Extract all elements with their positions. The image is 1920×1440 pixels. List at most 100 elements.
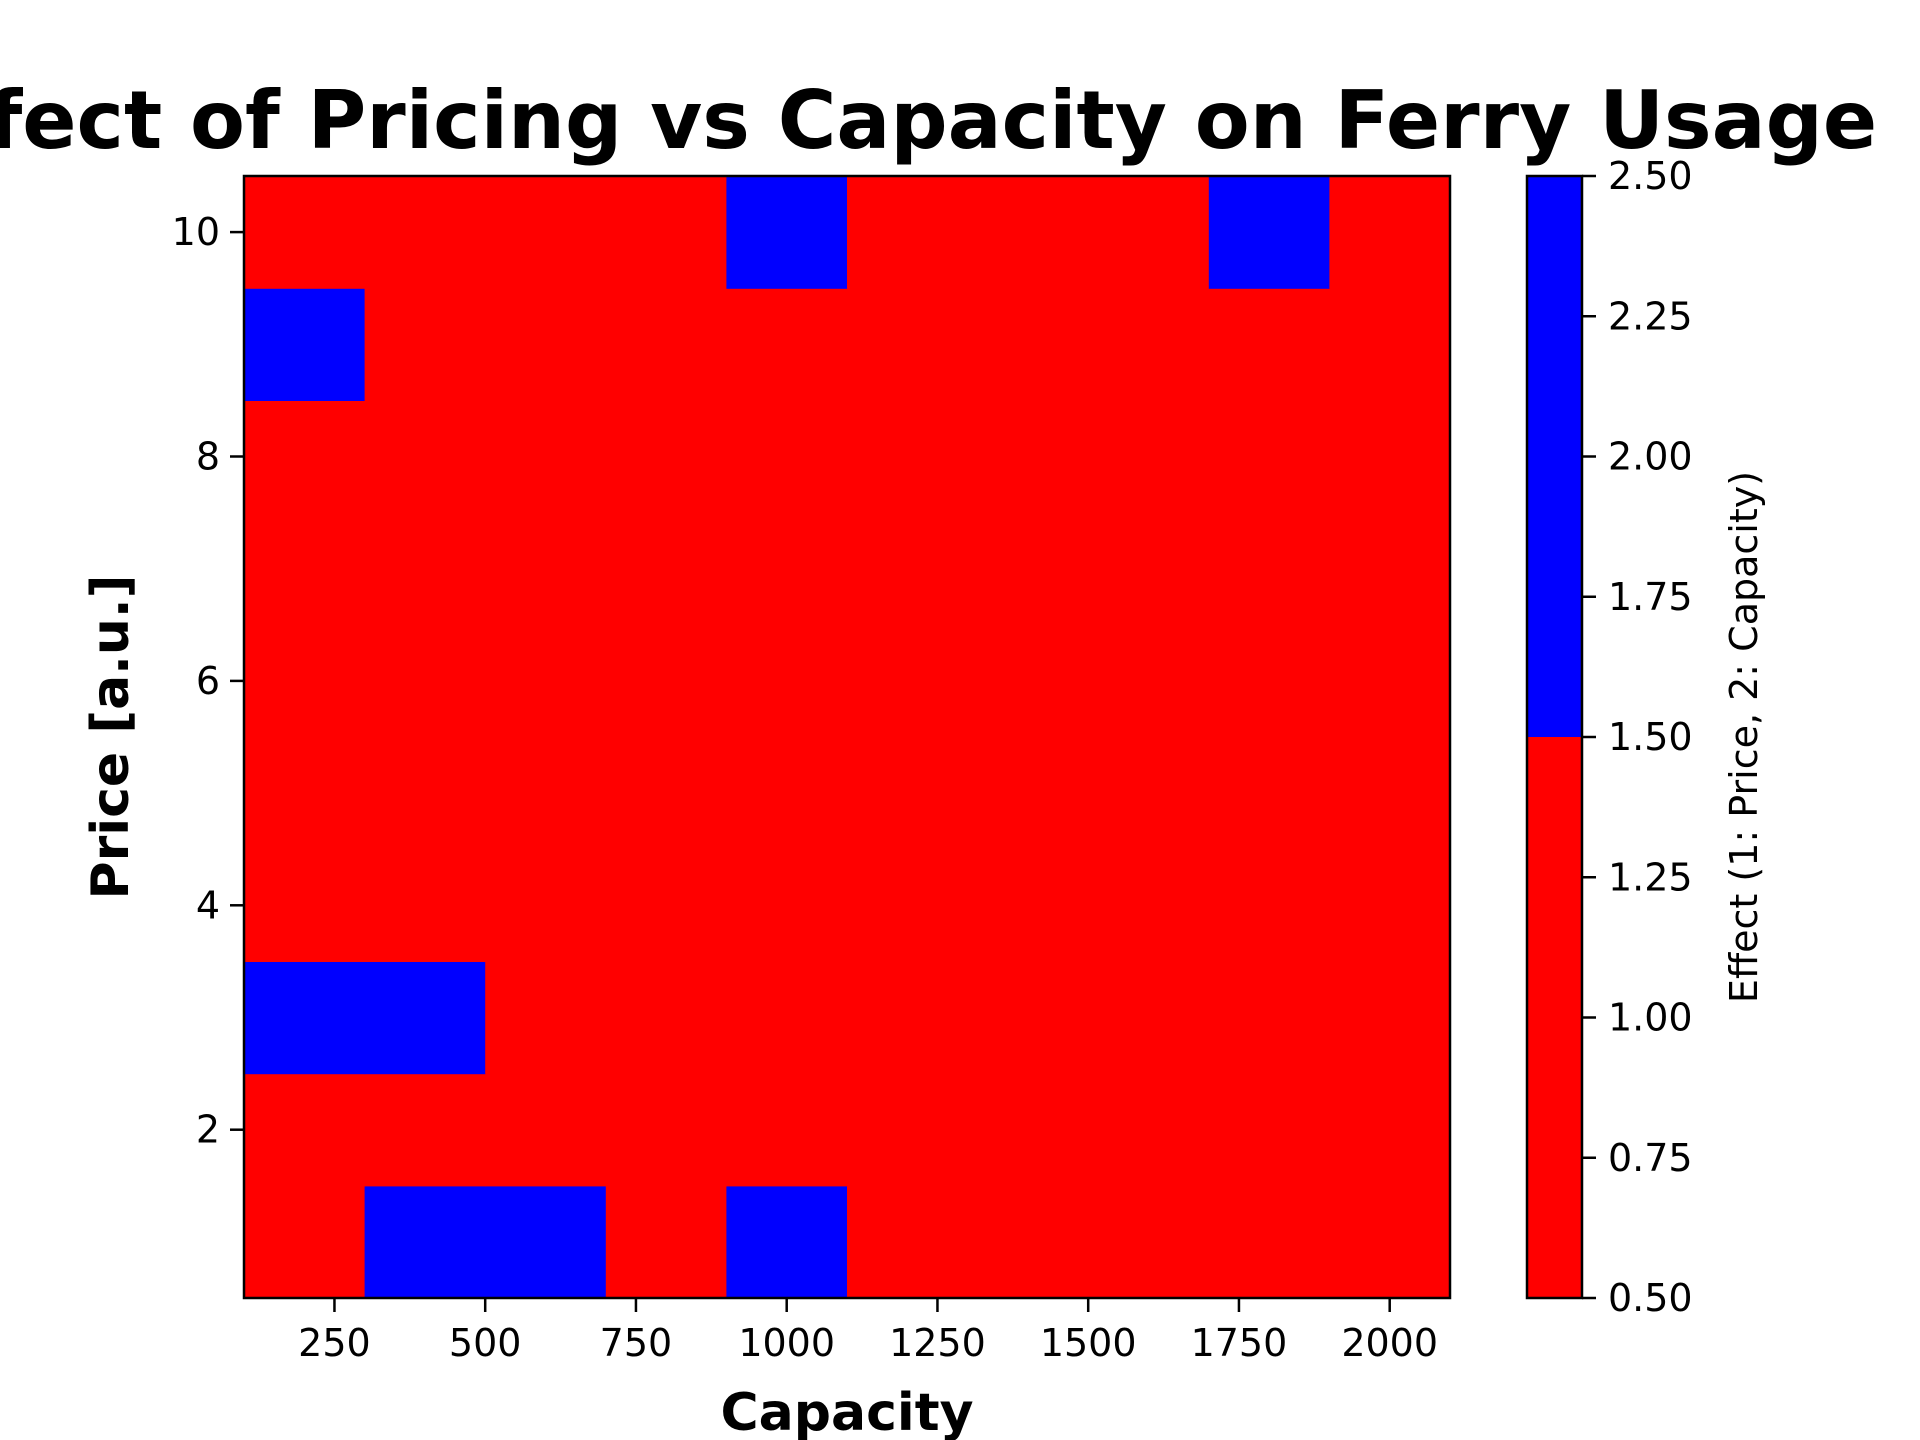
heatmap-cell: [605, 1185, 727, 1299]
heatmap-cell: [364, 1185, 486, 1299]
heatmap-cell: [364, 737, 486, 850]
heatmap-cell: [726, 512, 848, 626]
heatmap-cell: [244, 624, 366, 738]
heatmap-cell: [1088, 737, 1210, 850]
colorbar-tick-label: 1.25: [1608, 855, 1693, 899]
heatmap-cell: [1088, 1185, 1210, 1299]
heatmap-cell: [1088, 176, 1210, 289]
heatmap-cell: [244, 1185, 366, 1299]
colorbar-tick-label: 1.75: [1608, 575, 1693, 619]
heatmap-cell: [1088, 624, 1210, 738]
heatmap-cell: [605, 849, 727, 962]
heatmap-cell: [967, 737, 1089, 850]
heatmap-cell: [485, 512, 607, 626]
heatmap-cell: [485, 1185, 607, 1299]
heatmap-cell: [1088, 961, 1210, 1075]
heatmap-cell: [1329, 288, 1451, 401]
heatmap-cell: [605, 1073, 727, 1187]
heatmap-cell: [1329, 624, 1451, 738]
colorbar-tick-label: 2.25: [1608, 294, 1693, 338]
colorbar-tick-label: 0.50: [1608, 1276, 1693, 1320]
colorbar-tick-label: 2.50: [1608, 154, 1693, 198]
colorbar-tick-label: 2.00: [1608, 435, 1693, 479]
heatmap-cell: [485, 624, 607, 738]
heatmap-cell: [605, 288, 727, 401]
heatmap-cell: [1088, 1073, 1210, 1187]
x-tick-label: 500: [449, 1321, 522, 1365]
heatmap-cell: [605, 400, 727, 514]
heatmap-cell: [605, 512, 727, 626]
heatmap-cell: [1208, 849, 1330, 962]
heatmap-cell: [967, 849, 1089, 962]
chart-title: Effect of Pricing vs Capacity on Ferry U…: [0, 74, 1877, 167]
heatmap-cell: [244, 961, 366, 1075]
heatmap-cell: [1208, 1185, 1330, 1299]
heatmap-cell: [605, 961, 727, 1075]
heatmap-cell: [847, 624, 969, 738]
y-axis-label: Price [a.u.]: [81, 575, 141, 900]
heatmap-cell: [1208, 1073, 1330, 1187]
y-tick-label: 6: [196, 659, 220, 703]
colorbar-tick-label: 1.50: [1608, 715, 1693, 759]
heatmap-cell: [364, 512, 486, 626]
heatmap-cell: [244, 288, 366, 401]
heatmap-cell: [244, 400, 366, 514]
heatmap-cell: [244, 849, 366, 962]
heatmap-cell: [1208, 512, 1330, 626]
y-tick-label: 2: [196, 1108, 220, 1152]
heatmap-cell: [485, 288, 607, 401]
heatmap-cell: [847, 400, 969, 514]
heatmap-cell: [605, 624, 727, 738]
heatmap-cell: [967, 288, 1089, 401]
heatmap-cell: [605, 176, 727, 289]
x-tick-label: 1750: [1191, 1321, 1288, 1365]
colorbar-tick-label: 0.75: [1608, 1136, 1693, 1180]
heatmap-cell: [967, 961, 1089, 1075]
y-axis-ticks: 2 4 6 8 10: [172, 210, 244, 1152]
heatmap-cell: [967, 1185, 1089, 1299]
heatmap-cell: [726, 1073, 848, 1187]
heatmap-cell: [244, 512, 366, 626]
heatmap-cell: [485, 400, 607, 514]
heatmap-cell: [726, 961, 848, 1075]
heatmap-cell: [244, 1073, 366, 1187]
heatmap-cell: [726, 400, 848, 514]
heatmap-cell: [485, 961, 607, 1075]
colorbar-segment: [1527, 737, 1582, 1298]
x-tick-label: 2000: [1341, 1321, 1438, 1365]
heatmap-cell: [967, 1073, 1089, 1187]
heatmap-cell: [967, 400, 1089, 514]
heatmap-cell: [1329, 961, 1451, 1075]
heatmap-cell: [485, 176, 607, 289]
heatmap-cell: [726, 737, 848, 850]
heatmap-cell: [847, 176, 969, 289]
heatmap-cell: [847, 737, 969, 850]
x-axis-ticks: 250 500 750 1000 1250 1500 1750 2000: [298, 1298, 1438, 1365]
heatmap-cell: [364, 288, 486, 401]
colorbar-segment: [1527, 176, 1582, 737]
heatmap-cell: [244, 176, 366, 289]
heatmap-cell: [364, 400, 486, 514]
heatmap-cell: [967, 512, 1089, 626]
heatmap-cell: [485, 1073, 607, 1187]
heatmap-cells: [244, 176, 1451, 1299]
heatmap-cell: [485, 737, 607, 850]
heatmap-cell: [1329, 849, 1451, 962]
heatmap-cell: [847, 1185, 969, 1299]
heatmap-cell: [847, 288, 969, 401]
heatmap-cell: [1208, 176, 1330, 289]
heatmap-cell: [1088, 288, 1210, 401]
colorbar: 0.50 0.75 1.00 1.25 1.50 1.75 2.00 2.25 2.50: [1525, 154, 1693, 1320]
heatmap-cell: [1208, 961, 1330, 1075]
y-tick-label: 8: [196, 435, 220, 479]
heatmap-cell: [364, 176, 486, 289]
heatmap-cell: [1208, 400, 1330, 514]
heatmap-cell: [726, 849, 848, 962]
heatmap-cell: [1329, 1073, 1451, 1187]
heatmap-cell: [967, 624, 1089, 738]
heatmap-cell: [1208, 737, 1330, 850]
heatmap-cell: [1208, 288, 1330, 401]
heatmap-cell: [847, 961, 969, 1075]
heatmap-cell: [1329, 512, 1451, 626]
